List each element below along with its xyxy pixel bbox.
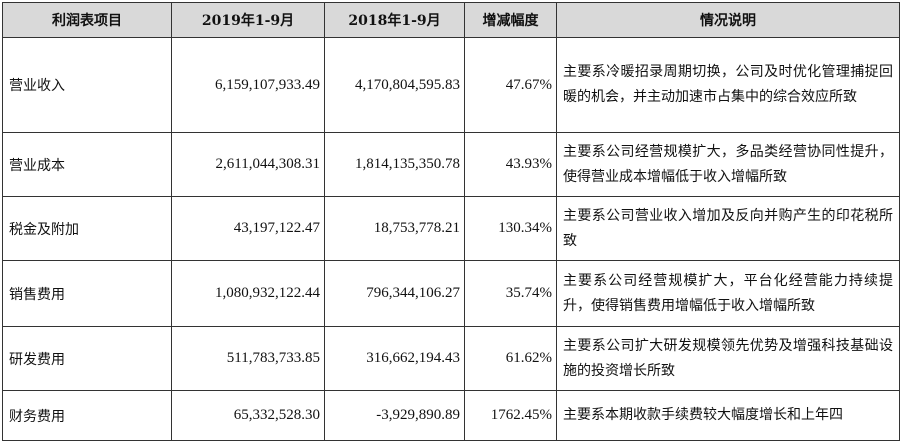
row-2018-value: 18,753,778.21 xyxy=(324,196,465,261)
row-change: 130.34% xyxy=(464,196,557,261)
row-change: 43.93% xyxy=(464,132,557,197)
header-item: 利润表项目 xyxy=(2,2,172,38)
row-2019-value: 511,783,733.85 xyxy=(171,326,325,391)
row-2019-value: 43,197,122.47 xyxy=(171,196,325,261)
row-2018-value: 1,814,135,350.78 xyxy=(324,132,465,197)
row-note: 主要系公司营业收入增加及反向并购产生的印花税所致 xyxy=(556,196,900,261)
row-2019-value: 1,080,932,122.44 xyxy=(171,260,325,327)
row-note: 主要系公司扩大研发规模领先优势及增强科技基础设施的投资增长所致 xyxy=(556,326,900,391)
row-2019-value: 65,332,528.30 xyxy=(171,390,325,441)
row-change: 35.74% xyxy=(464,260,557,327)
row-2018-value: 796,344,106.27 xyxy=(324,260,465,327)
table-row: 税金及附加 43,197,122.47 18,753,778.21 130.34… xyxy=(2,196,900,261)
row-2019-value: 2,611,044,308.31 xyxy=(171,132,325,197)
row-note: 主要系本期收款手续费较大幅度增长和上年四 xyxy=(556,390,900,441)
row-change: 61.62% xyxy=(464,326,557,391)
header-note: 情况说明 xyxy=(556,2,900,38)
table-row: 营业成本 2,611,044,308.31 1,814,135,350.78 4… xyxy=(2,132,900,197)
table-row: 财务费用 65,332,528.30 -3,929,890.89 1762.45… xyxy=(2,390,900,441)
table-header-row: 利润表项目 2019年1-9月 2018年1-9月 增减幅度 情况说明 xyxy=(2,2,900,38)
row-change: 1762.45% xyxy=(464,390,557,441)
row-note: 主要系冷暖招录周期切换，公司及时优化管理捕捉回暖的机会，并主动加速市占集中的综合… xyxy=(556,37,900,133)
table-row: 营业收入 6,159,107,933.49 4,170,804,595.83 4… xyxy=(2,37,900,133)
row-item: 营业收入 xyxy=(2,37,172,133)
row-2018-value: -3,929,890.89 xyxy=(324,390,465,441)
header-change: 增减幅度 xyxy=(464,2,557,38)
table-row: 销售费用 1,080,932,122.44 796,344,106.27 35.… xyxy=(2,260,900,327)
row-item: 税金及附加 xyxy=(2,196,172,261)
header-2019: 2019年1-9月 xyxy=(171,2,325,38)
row-2018-value: 4,170,804,595.83 xyxy=(324,37,465,133)
row-item: 财务费用 xyxy=(2,390,172,441)
header-2018: 2018年1-9月 xyxy=(324,2,465,38)
row-note: 主要系公司经营规模扩大，多品类经营协同性提升，使得营业成本增幅低于收入增幅所致 xyxy=(556,132,900,197)
row-note: 主要系公司经营规模扩大，平台化经营能力持续提升，使得销售费用增幅低于收入增幅所致 xyxy=(556,260,900,327)
row-item: 销售费用 xyxy=(2,260,172,327)
row-2019-value: 6,159,107,933.49 xyxy=(171,37,325,133)
row-item: 营业成本 xyxy=(2,132,172,197)
row-2018-value: 316,662,194.43 xyxy=(324,326,465,391)
row-change: 47.67% xyxy=(464,37,557,133)
table-row: 研发费用 511,783,733.85 316,662,194.43 61.62… xyxy=(2,326,900,391)
row-item: 研发费用 xyxy=(2,326,172,391)
